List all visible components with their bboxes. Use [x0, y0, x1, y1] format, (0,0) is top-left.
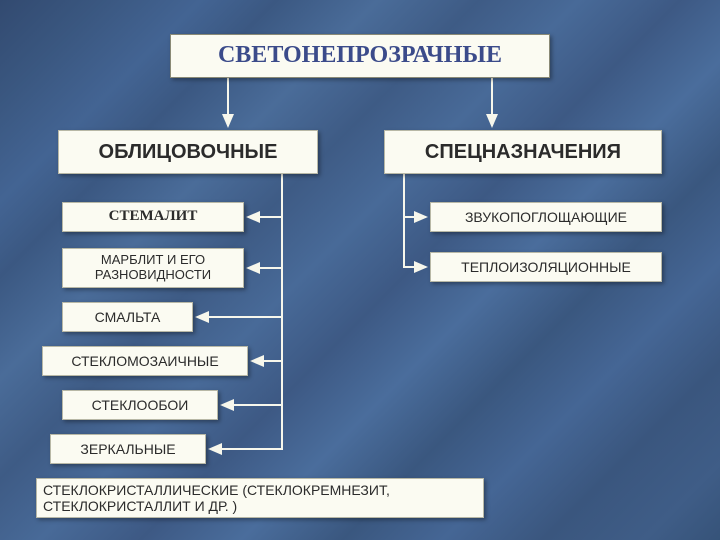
- mirror-label: ЗЕРКАЛЬНЫЕ: [80, 441, 175, 457]
- marblit-node: МАРБЛИТ И ЕГО РАЗНОВИДНОСТИ: [62, 248, 244, 288]
- thermal-node: ТЕПЛОИЗОЛЯЦИОННЫЕ: [430, 252, 662, 282]
- smalta-node: СМАЛЬТА: [62, 302, 193, 332]
- stemalit-node: СТЕМАЛИТ: [62, 202, 244, 232]
- mosaic-node: СТЕКЛОМОЗАИЧНЫЕ: [42, 346, 248, 376]
- root-label: СВЕТОНЕПРОЗРАЧНЫЕ: [218, 42, 502, 70]
- special-node: СПЕЦНАЗНАЧЕНИЯ: [384, 130, 662, 174]
- cladding-node: ОБЛИЦОВОЧНЫЕ: [58, 130, 318, 174]
- crystal-node: СТЕКЛОКРИСТАЛЛИЧЕСКИЕ (СТЕКЛОКРЕМНЕЗИТ, …: [36, 478, 484, 518]
- thermal-label: ТЕПЛОИЗОЛЯЦИОННЫЕ: [461, 259, 631, 275]
- marblit-label: МАРБЛИТ И ЕГО РАЗНОВИДНОСТИ: [69, 253, 237, 283]
- smalta-label: СМАЛЬТА: [95, 309, 161, 325]
- diagram-stage: СВЕТОНЕПРОЗРАЧНЫЕ ОБЛИЦОВОЧНЫЕ СПЕЦНАЗНА…: [0, 0, 720, 540]
- crystal-label: СТЕКЛОКРИСТАЛЛИЧЕСКИЕ (СТЕКЛОКРЕМНЕЗИТ, …: [43, 482, 477, 514]
- sound-node: ЗВУКОПОГЛОЩАЮЩИЕ: [430, 202, 662, 232]
- sound-label: ЗВУКОПОГЛОЩАЮЩИЕ: [465, 209, 627, 225]
- mosaic-label: СТЕКЛОМОЗАИЧНЫЕ: [71, 353, 218, 369]
- special-label: СПЕЦНАЗНАЧЕНИЯ: [425, 141, 621, 164]
- wallpaper-label: СТЕКЛООБОИ: [92, 397, 189, 413]
- mirror-node: ЗЕРКАЛЬНЫЕ: [50, 434, 206, 464]
- wallpaper-node: СТЕКЛООБОИ: [62, 390, 218, 420]
- cladding-label: ОБЛИЦОВОЧНЫЕ: [99, 141, 278, 164]
- stemalit-label: СТЕМАЛИТ: [109, 208, 198, 225]
- root-node: СВЕТОНЕПРОЗРАЧНЫЕ: [170, 34, 550, 78]
